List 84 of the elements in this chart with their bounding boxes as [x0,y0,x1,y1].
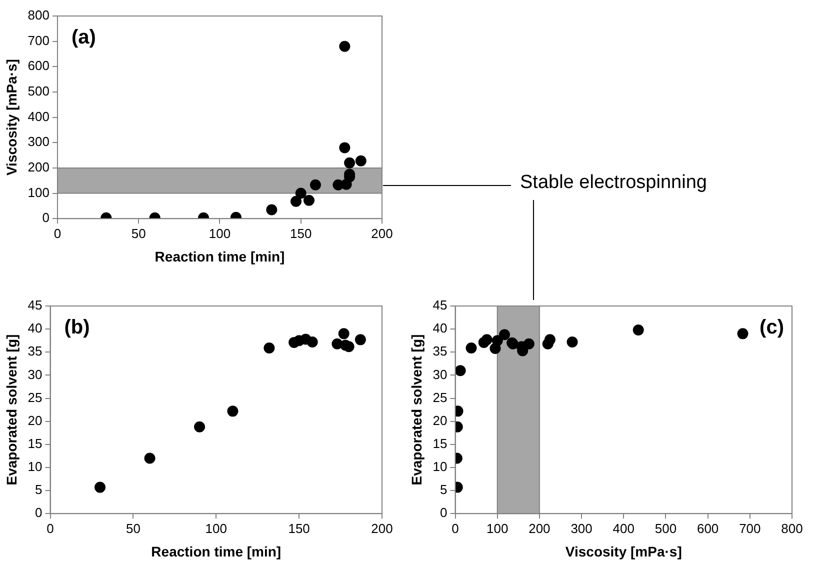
annotation: (a) [71,26,96,49]
x-tick-label: 700 [739,520,761,536]
point [566,336,578,348]
x-tick-label: 200 [371,226,393,241]
y-tick-label: 700 [28,32,50,48]
y-tick-label: 35 [432,344,448,359]
point [466,342,477,354]
point [264,342,275,354]
point [737,328,748,340]
y-tick-label: 600 [28,58,50,74]
y-tick-label: 30 [432,366,448,382]
x-tick-label: 0 [452,520,459,536]
x-tick-label: 0 [54,226,62,241]
y-tick-label: 0 [440,505,448,520]
y-tick-label: 5 [35,482,42,498]
point [355,155,366,166]
annotation: (c) [760,316,784,339]
y-axis-title: Viscosity [mPa·s] [3,59,20,176]
y-tick-label: 0 [35,505,42,520]
point [632,324,644,336]
y-tick-label: 35 [28,344,42,359]
point [499,329,510,340]
x-tick-label: 50 [131,226,146,241]
point [295,188,306,199]
point [290,196,302,207]
point [523,338,534,350]
point [303,194,314,206]
point [266,204,278,216]
y-tick-label: 15 [28,436,42,451]
x-tick-label: 100 [486,520,508,536]
y-tick-label: 800 [28,8,50,23]
y-tick-label: 15 [432,436,448,451]
y-axis-title: Evaporated solvent [g] [3,334,20,486]
point [306,336,318,348]
y-tick-label: 25 [28,390,42,405]
point [354,334,366,346]
x-axis-title: Reaction time [min] [154,248,285,264]
y-tick-label: 0 [42,210,50,226]
band-label: Stable electrospinning [520,172,707,194]
point [344,157,356,168]
y-tick-label: 100 [28,184,50,200]
point [310,179,321,190]
point [338,328,350,340]
y-tick-label: 40 [432,320,448,336]
x-tick-label: 150 [290,226,312,241]
y-tick-label: 40 [28,320,42,336]
y-tick-label: 20 [28,412,42,428]
y-tick-label: 30 [28,366,42,382]
x-tick-label: 150 [288,520,310,536]
point [492,335,503,346]
y-tick-label: 20 [432,412,448,428]
annotation: (b) [64,316,90,339]
y-tick-label: 10 [28,459,42,474]
point [339,40,350,52]
x-tick-label: 600 [696,520,719,536]
y-tick-label: 200 [28,160,50,175]
y-tick-label: 10 [432,459,448,474]
y-tick-label: 25 [432,390,448,405]
x-tick-label: 400 [612,520,634,536]
point [227,406,238,417]
x-tick-label: 100 [208,226,231,241]
x-axis-title: Reaction time [min] [151,543,282,560]
x-tick-label: 500 [654,520,677,536]
point [144,452,156,464]
x-tick-label: 50 [126,520,140,536]
point [194,421,206,432]
y-tick-label: 400 [28,108,50,124]
x-axis-title: Viscosity [mPa·s] [565,543,682,560]
point [94,482,106,493]
point [544,334,556,346]
point [339,142,350,154]
x-tick-label: 200 [371,520,393,536]
x-tick-label: 800 [781,520,803,536]
y-tick-label: 45 [432,298,448,313]
y-tick-label: 500 [28,84,50,99]
y-axis-title: Evaporated solvent [g] [408,334,424,486]
y-tick-label: 5 [440,482,448,498]
point [481,334,492,346]
point [455,365,466,376]
x-tick-label: 300 [570,520,592,536]
x-tick-label: 200 [528,520,550,536]
y-tick-label: 300 [28,134,50,150]
x-tick-label: 100 [205,520,227,536]
y-tick-label: 45 [28,298,42,313]
